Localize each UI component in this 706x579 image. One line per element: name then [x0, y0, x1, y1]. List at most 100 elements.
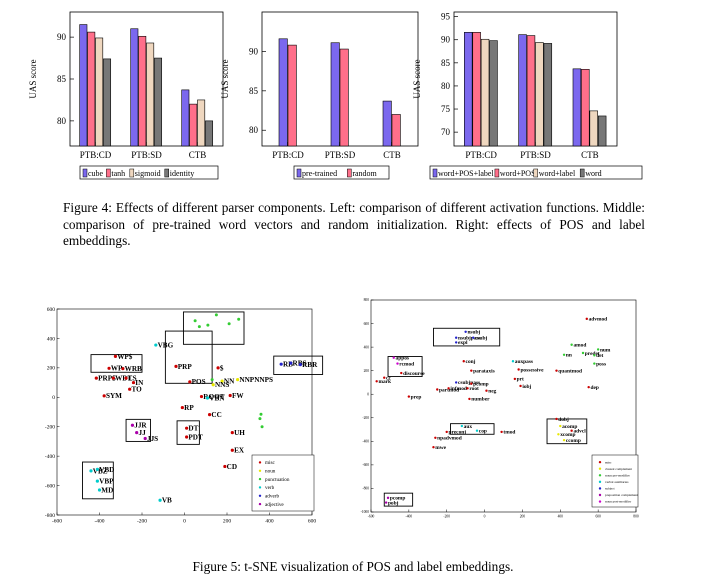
y-tick-label: 90	[441, 35, 451, 45]
y-tick-label: 200	[47, 366, 56, 372]
x-tick-label: -600	[368, 515, 375, 519]
point-label: preconj	[449, 430, 467, 436]
y-tick-label: -200	[362, 416, 369, 420]
scatter-point	[279, 362, 283, 366]
scatter-point	[470, 369, 473, 372]
bar	[79, 24, 88, 147]
point-label: advcl	[573, 429, 586, 435]
x-tick-label: PTB:SD	[131, 150, 162, 160]
bar	[391, 114, 401, 147]
y-axis-label: UAS score	[220, 59, 230, 98]
point-label: quantmod	[558, 368, 582, 374]
bar	[589, 110, 598, 147]
scatter-point	[174, 364, 178, 368]
bar	[103, 58, 112, 147]
point-label: pobj	[388, 500, 399, 506]
point-label: discourse	[403, 371, 425, 377]
legend-swatch	[432, 168, 438, 178]
point-label: DT	[188, 425, 198, 433]
point-label: NNS	[215, 381, 229, 389]
point-label: partmod	[439, 387, 459, 393]
tsne-plot-1: -600 -400 -200 0 200 400 600-800-600-400-20002…	[45, 307, 324, 525]
point-label: pcomp	[473, 381, 489, 387]
y-axis-label: UAS score	[28, 59, 38, 98]
point-label: UH	[234, 429, 245, 437]
legend-label: tanh	[111, 169, 125, 178]
point-label: xcomp	[560, 432, 575, 438]
chart-legend: misc clausal complement noun pre-modifier v…	[591, 454, 639, 508]
point-label: VBG	[158, 341, 174, 349]
x-tick-label: 0	[484, 515, 486, 519]
bar	[597, 115, 607, 147]
scatter-point	[143, 436, 147, 441]
point-label: npadvmod	[437, 436, 462, 442]
point-label: conj	[466, 359, 476, 365]
point-label: prt	[517, 377, 524, 383]
legend-frame	[79, 165, 219, 180]
legend-label: verbal auxiliaries	[605, 480, 629, 484]
scatter-point	[95, 467, 99, 471]
scatter-point	[214, 313, 218, 317]
scatter-point	[396, 362, 399, 365]
scatter-point	[131, 380, 136, 385]
scatter-point	[205, 396, 210, 400]
point-label: csubj	[475, 335, 487, 341]
point-label: RBS	[293, 360, 307, 368]
point-label: cc	[386, 376, 391, 382]
point-label: ccomp	[566, 438, 581, 444]
point-label: tmod	[503, 430, 515, 436]
figure-4-bar-charts: UAS score 80 85 90 PTB:CD PTB:SD CTB cube tanh si…	[28, 11, 643, 180]
legend-label: pre-trained	[302, 169, 337, 178]
legend-label: sigmoid	[135, 169, 161, 178]
y-tick-label: 85	[249, 86, 259, 96]
scatter-point	[111, 376, 115, 380]
bar	[535, 42, 544, 147]
legend-swatch	[296, 168, 302, 178]
y-tick-label: -600	[362, 463, 369, 467]
point-label: CC	[211, 411, 221, 419]
scatter-point	[436, 388, 439, 391]
legend-label: clausal complement	[605, 467, 632, 471]
point-label: nsubj	[467, 330, 480, 336]
point-label: mark	[378, 379, 391, 385]
cluster-box	[433, 327, 501, 347]
scatter-point	[228, 393, 232, 398]
bar	[489, 40, 498, 147]
cluster-box	[82, 461, 114, 500]
x-tick-label: 800	[633, 515, 639, 519]
point-label: acomp	[562, 424, 577, 430]
point-label: WP$	[117, 353, 133, 361]
scatter-point	[593, 362, 596, 365]
bar	[278, 38, 288, 147]
point-label: PRP$	[98, 375, 116, 383]
bar	[197, 99, 206, 147]
bar	[87, 31, 96, 147]
point-label: MD	[101, 486, 113, 494]
legend-label: noun	[265, 469, 276, 475]
point-label: neg	[488, 388, 496, 394]
chart-legend: cube tanh sigmoid identity	[79, 165, 219, 180]
legend-label: misc	[265, 460, 275, 466]
scatter-point	[135, 431, 139, 435]
scatter-point	[259, 412, 263, 416]
y-axis-label: UAS score	[412, 59, 422, 98]
x-tick-label: 600	[308, 519, 317, 525]
point-label: advmod	[589, 317, 608, 323]
scatter-point	[587, 385, 590, 389]
bar	[154, 57, 163, 147]
x-tick-label: CTB	[383, 150, 401, 160]
y-tick-label: 85	[441, 58, 451, 68]
scatter-point	[158, 498, 162, 502]
scatter-point	[206, 323, 210, 327]
point-label: cop	[479, 429, 487, 435]
legend-label: adverb	[265, 494, 280, 500]
x-tick-label: PTB:CD	[465, 150, 497, 160]
point-label: root	[469, 386, 479, 392]
legend-marker	[258, 486, 262, 489]
x-tick-label: 0	[183, 519, 186, 525]
figure-4-caption: Figure 4: Effects of different parser co…	[63, 200, 645, 248]
y-tick-label: -400	[45, 454, 55, 460]
scatter-point	[475, 429, 479, 432]
y-tick-label: 85	[57, 74, 67, 84]
point-label: dobj	[558, 417, 569, 423]
